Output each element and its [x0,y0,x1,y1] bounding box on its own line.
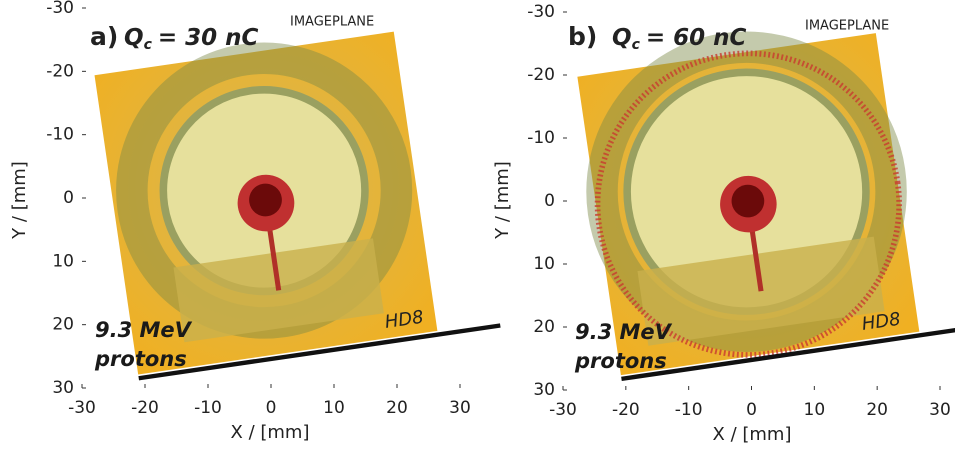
y-axis-label: Y / [mm] [9,161,30,240]
y-tick-label: 0 [63,188,74,208]
radiograph [94,31,501,381]
y-tick-label: -30 [46,0,74,18]
panel-label: a) [90,22,118,51]
radiograph [577,31,955,382]
dark-core [731,184,765,218]
y-tick-label: -10 [46,125,74,145]
x-tick-label: 20 [866,400,888,420]
plate-edge [621,324,955,382]
detector-label: IMAGEPLANE [805,19,889,34]
detector-label: IMAGEPLANE [290,15,374,30]
panel-label: b) [568,22,597,51]
x-tick-label: 0 [266,398,277,418]
y-tick-label: -20 [46,61,74,81]
x-tick-label: 0 [746,400,757,420]
charge-symbol: Q [124,25,144,51]
lower-band [637,236,885,346]
energy-annotation: 9.3 MeV [95,318,193,342]
x-tick-label: 10 [804,400,826,420]
x-tick-label: -10 [194,398,222,418]
charge-value: = 30 nC [158,25,259,51]
plate-edge [138,323,501,381]
x-tick-label: -30 [68,398,96,418]
x-tick-label: 30 [449,398,471,418]
dark-core [249,183,282,217]
y-tick-label: 10 [52,251,74,271]
x-tick-label: 20 [386,398,408,418]
charge-label: Qc = 30 nC [124,25,259,54]
energy-annotation: protons [94,347,187,371]
y-tick-label: 20 [533,317,555,337]
red-ring [594,50,902,358]
x-axis-label: X / [mm] [231,422,310,443]
charge-label: Qc = 60 nC [612,25,747,54]
y-tick-label: -30 [527,2,555,22]
x-tick-label: 10 [323,398,345,418]
dark-halo [586,31,907,352]
x-tick-label: 30 [929,400,951,420]
y-tick-label: 0 [544,191,555,211]
y-tick-label: 30 [52,378,74,398]
x-tick-label: -30 [549,400,577,420]
charge-symbol: Q [612,25,632,51]
y-tick-label: -10 [527,128,555,148]
x-tick-label: -20 [612,400,640,420]
y-tick-label: 20 [52,315,74,335]
charge-subscript: c [144,37,153,53]
y-tick-label: -20 [527,65,555,85]
charge-value: = 60 nC [646,25,747,51]
y-tick-label: 30 [533,380,555,400]
x-axis-label: X / [mm] [713,424,792,445]
energy-annotation: protons [574,349,667,373]
x-tick-label: -10 [675,400,703,420]
energy-annotation: 9.3 MeV [575,320,673,344]
charge-subscript: c [632,37,641,53]
y-axis-label: Y / [mm] [492,161,513,240]
y-tick-label: 10 [533,254,555,274]
x-tick-label: -20 [131,398,159,418]
